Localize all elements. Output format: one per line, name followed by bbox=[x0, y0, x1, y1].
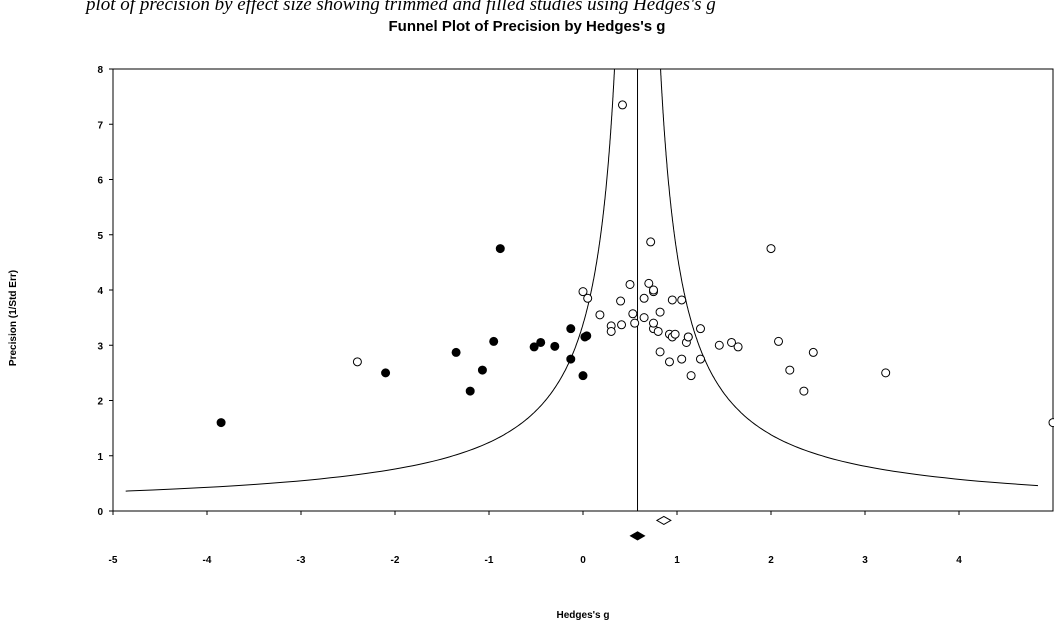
observed-study-point bbox=[630, 318, 640, 328]
x-tick-label: 0 bbox=[580, 555, 586, 566]
observed-study-point bbox=[667, 295, 677, 305]
x-tick-label: 4 bbox=[956, 555, 962, 566]
funnel-right-boundary bbox=[660, 69, 1039, 487]
x-axis-label: Hedges's g bbox=[557, 610, 610, 621]
observed-study-point bbox=[649, 285, 658, 295]
observed-study-point bbox=[646, 237, 656, 247]
x-axis-ticks: -5 -4 -3 -2 -1 0 1 2 3 4 bbox=[109, 511, 962, 566]
observed-study-point bbox=[653, 326, 663, 336]
observed-study-point bbox=[617, 320, 627, 330]
y-tick-label: 7 bbox=[97, 120, 103, 131]
imputed-study-point bbox=[451, 347, 461, 357]
imputed-study-point bbox=[566, 324, 576, 334]
observed-study-point bbox=[686, 371, 696, 381]
x-tick-label: 2 bbox=[768, 555, 774, 566]
y-tick-label: 2 bbox=[97, 397, 103, 408]
y-tick-label: 6 bbox=[97, 176, 103, 187]
x-tick-label: 3 bbox=[862, 555, 868, 566]
observed-study-point bbox=[881, 368, 891, 378]
observed-study-point bbox=[1048, 418, 1054, 428]
observed-study-point bbox=[677, 295, 687, 305]
imputed-study-point bbox=[495, 244, 505, 254]
funnel-left-boundary bbox=[125, 68, 615, 492]
observed-study-point bbox=[628, 309, 638, 319]
observed-summary-diamond bbox=[655, 515, 672, 525]
observed-study-point bbox=[785, 365, 795, 375]
summary-diamonds bbox=[629, 515, 672, 541]
observed-study-point bbox=[578, 287, 588, 297]
observed-study-point bbox=[766, 244, 776, 254]
chart-title: Funnel Plot of Precision by Hedges's g bbox=[388, 18, 666, 35]
observed-study-point bbox=[799, 386, 809, 396]
observed-study-point bbox=[617, 100, 627, 110]
observed-study-point bbox=[733, 342, 743, 352]
observed-study-point bbox=[683, 332, 693, 342]
imputed-study-point bbox=[529, 342, 539, 352]
observed-study-point bbox=[808, 347, 818, 357]
observed-study-point bbox=[774, 336, 784, 346]
observed-study-point bbox=[606, 326, 616, 336]
observed-study-point bbox=[639, 313, 649, 323]
y-tick-label: 4 bbox=[97, 286, 103, 297]
imputed-study-point bbox=[465, 386, 475, 396]
observed-study-point bbox=[714, 340, 724, 350]
observed-study-point bbox=[595, 310, 605, 320]
imputed-study-point bbox=[477, 365, 487, 375]
imputed-study-point bbox=[582, 331, 592, 341]
observed-study-point bbox=[664, 357, 674, 367]
observed-study-point bbox=[644, 278, 654, 288]
observed-study-point bbox=[639, 293, 649, 303]
imputed-study-point bbox=[381, 368, 391, 378]
y-tick-label: 0 bbox=[97, 507, 103, 518]
figure-caption: plot of precision by effect size showing… bbox=[86, 0, 716, 15]
x-tick-label: -1 bbox=[485, 555, 494, 566]
study-points bbox=[216, 100, 1054, 428]
observed-study-point bbox=[670, 329, 680, 339]
imputed-study-point bbox=[489, 336, 499, 346]
x-tick-label: -3 bbox=[297, 555, 306, 566]
x-tick-label: -4 bbox=[203, 555, 212, 566]
funnel-lines bbox=[125, 68, 1039, 511]
observed-study-point bbox=[696, 354, 705, 364]
x-tick-label: -2 bbox=[391, 555, 400, 566]
y-tick-label: 8 bbox=[97, 65, 103, 76]
observed-study-point bbox=[677, 354, 687, 364]
observed-study-point bbox=[696, 324, 705, 334]
adjusted-summary-diamond bbox=[629, 531, 646, 541]
y-tick-label: 3 bbox=[97, 341, 103, 352]
y-axis-ticks: 0 1 2 3 4 5 6 7 8 bbox=[97, 65, 113, 518]
imputed-study-point bbox=[550, 341, 560, 351]
y-tick-label: 1 bbox=[97, 452, 103, 463]
observed-study-point bbox=[583, 293, 593, 303]
imputed-study-point bbox=[536, 337, 546, 347]
imputed-study-point bbox=[566, 354, 576, 364]
observed-study-point bbox=[352, 357, 362, 367]
observed-study-point bbox=[727, 337, 737, 347]
observed-study-point bbox=[655, 307, 665, 317]
imputed-study-point bbox=[578, 371, 588, 381]
imputed-study-point bbox=[216, 418, 226, 428]
x-tick-label: 1 bbox=[674, 555, 680, 566]
x-tick-label: -5 bbox=[109, 555, 118, 566]
observed-study-point bbox=[655, 347, 665, 357]
observed-study-point bbox=[625, 279, 635, 289]
y-tick-label: 5 bbox=[97, 231, 103, 242]
observed-study-point bbox=[616, 296, 626, 306]
y-axis-label: Precision (1/Std Err) bbox=[8, 270, 19, 366]
observed-study-point bbox=[649, 318, 658, 328]
